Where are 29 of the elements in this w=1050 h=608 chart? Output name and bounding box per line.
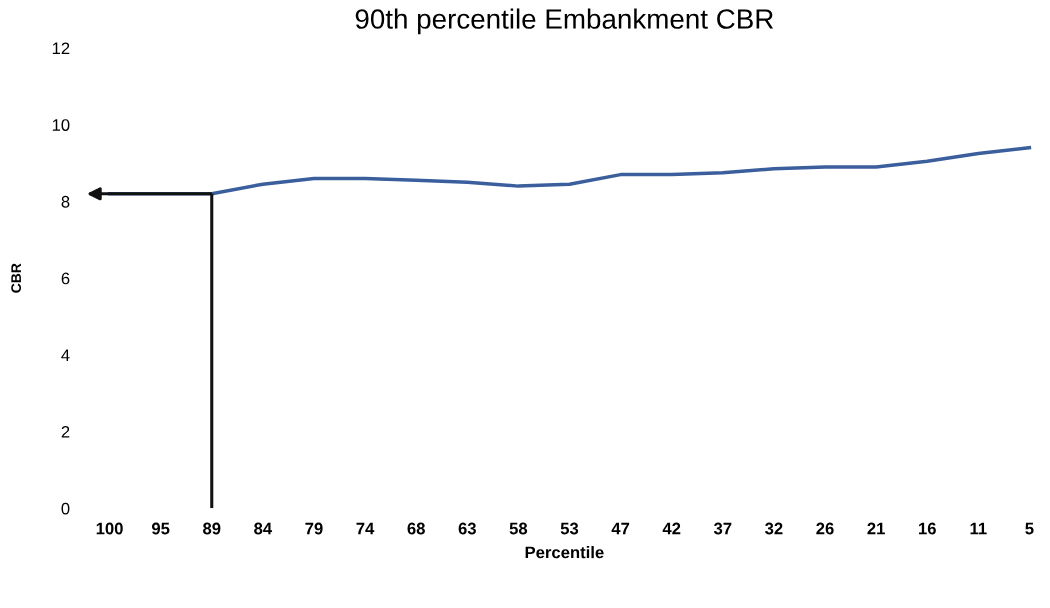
x-tick-label: 84 — [254, 522, 273, 535]
y-tick-label: 8 — [61, 195, 70, 208]
x-tick-label: 32 — [765, 522, 783, 535]
x-tick-label: 47 — [611, 522, 630, 535]
x-tick-label: 16 — [918, 522, 936, 535]
x-tick-label: 74 — [356, 522, 375, 535]
x-tick-label: 68 — [407, 522, 425, 535]
x-tick-label: 53 — [560, 522, 579, 535]
x-tick-label: 79 — [305, 522, 323, 535]
x-tick-label: 5 — [1025, 522, 1034, 535]
x-tick-label: 58 — [509, 522, 528, 535]
y-tick-label: 2 — [61, 425, 70, 438]
y-tick-label: 0 — [61, 502, 70, 515]
x-tick-label: 42 — [662, 522, 681, 535]
x-tick-label: 11 — [970, 522, 987, 535]
x-tick-label: 21 — [867, 522, 885, 535]
x-tick-label: 63 — [458, 522, 476, 535]
y-tick-label: 6 — [61, 272, 70, 285]
x-tick-label: 89 — [203, 522, 221, 535]
x-tick-label: 37 — [713, 522, 732, 535]
x-tick-label: 95 — [151, 522, 170, 535]
y-tick-label: 4 — [61, 349, 70, 361]
x-axis-title: Percentile — [525, 546, 604, 559]
x-tick-label: 100 — [96, 522, 123, 535]
chart-title: 90th percentile Embankment CBR — [355, 8, 774, 35]
y-tick-label: 10 — [52, 119, 70, 131]
x-tick-label: 26 — [816, 522, 834, 535]
y-axis-title: CBR — [11, 263, 22, 293]
y-tick-label: 12 — [52, 42, 70, 55]
